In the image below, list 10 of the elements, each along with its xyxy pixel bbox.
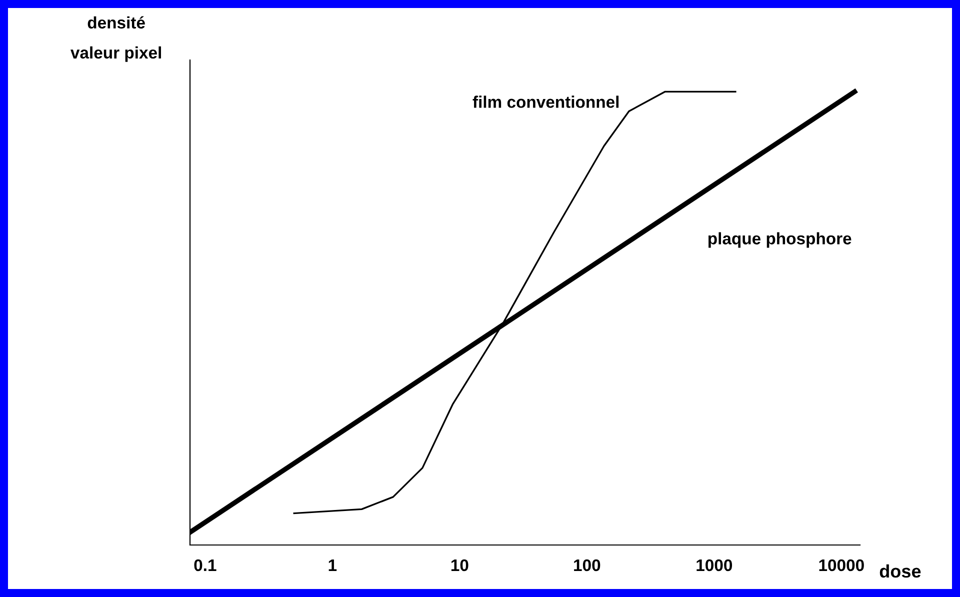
text: plaque phosphore [708,232,852,248]
x-tick-label: 10000 [819,559,864,572]
x-tick-label: 100 [574,559,600,572]
x-tick-label: 1000 [696,559,732,572]
x-axis-title: dose [880,564,921,578]
x-tick-label: 0.1 [194,559,216,572]
x-tick-label: 1 [328,560,337,571]
series-label: film conventionnel [472,96,619,108]
y-axis-title: densité valeur pixel [70,16,161,62]
x-tick-label: 10 [451,559,468,572]
